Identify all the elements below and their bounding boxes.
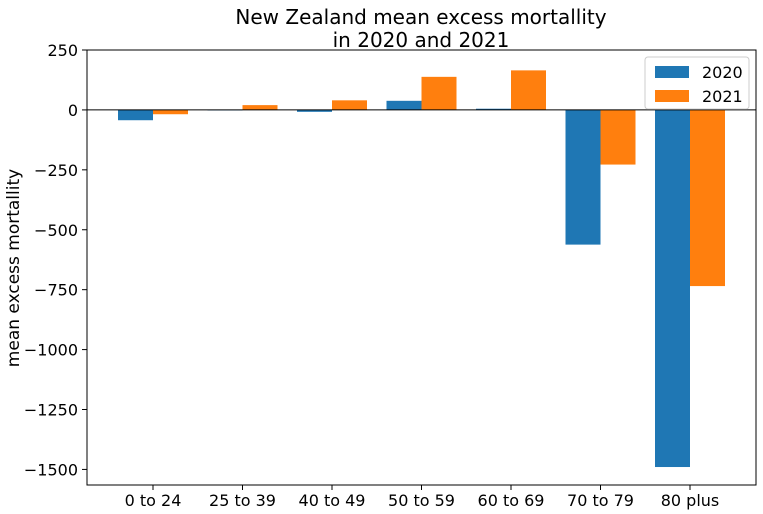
y-axis-label: mean excess mortallity (4, 169, 24, 367)
legend-swatch-2020 (655, 66, 689, 78)
bars-group (118, 70, 725, 468)
bar-2021-80-plus (690, 109, 725, 287)
bar-2021-60-to-69 (511, 70, 546, 110)
bar-2021-50-to-59 (421, 76, 457, 110)
y-tick-label: −1500 (24, 460, 78, 479)
legend-swatch-2021 (655, 90, 689, 102)
bar-2020-0-to-24 (118, 109, 153, 121)
legend-label-2020: 2020 (702, 63, 743, 82)
x-tick-label: 80 plus (661, 491, 720, 510)
y-tick-label: −250 (34, 161, 78, 180)
bar-2020-60-to-69 (476, 108, 511, 110)
chart-title-line2: in 2020 and 2021 (333, 28, 510, 52)
bar-2021-40-to-49 (332, 100, 367, 110)
y-tick-label: 250 (47, 41, 78, 60)
bar-2020-40-to-49 (297, 109, 332, 112)
bar-2020-70-to-79 (565, 109, 601, 245)
plot-frame (86, 49, 757, 486)
y-tick-label: −500 (34, 221, 78, 240)
legend: 2020 2021 (644, 56, 750, 110)
y-ticks-group: 250 0 −250 −500 −750 −1000 −1250 −1500 (24, 41, 87, 479)
y-tick-label: 0 (68, 101, 78, 120)
x-tick-label: 40 to 49 (299, 491, 366, 510)
legend-label-2021: 2021 (702, 87, 743, 106)
bar-2021-0-to-24 (153, 109, 188, 115)
y-tick-label: −1250 (24, 401, 78, 420)
chart-title-line1: New Zealand mean excess mortallity (235, 5, 606, 29)
y-tick-label: −750 (34, 281, 78, 300)
bar-2021-25-to-39 (242, 105, 278, 110)
bar-2020-80-plus (655, 109, 690, 468)
y-tick-label: −1000 (24, 341, 78, 360)
bar-2020-50-to-59 (386, 100, 422, 110)
x-tick-label: 25 to 39 (209, 491, 276, 510)
bar-2021-70-to-79 (600, 109, 636, 165)
x-tick-label: 60 to 69 (478, 491, 545, 510)
x-ticks-group: 0 to 24 25 to 39 40 to 49 50 to 59 60 to 69 7… (125, 485, 720, 510)
x-tick-label: 70 to 79 (567, 491, 634, 510)
x-tick-label: 0 to 24 (125, 491, 182, 510)
x-tick-label: 50 to 59 (388, 491, 455, 510)
